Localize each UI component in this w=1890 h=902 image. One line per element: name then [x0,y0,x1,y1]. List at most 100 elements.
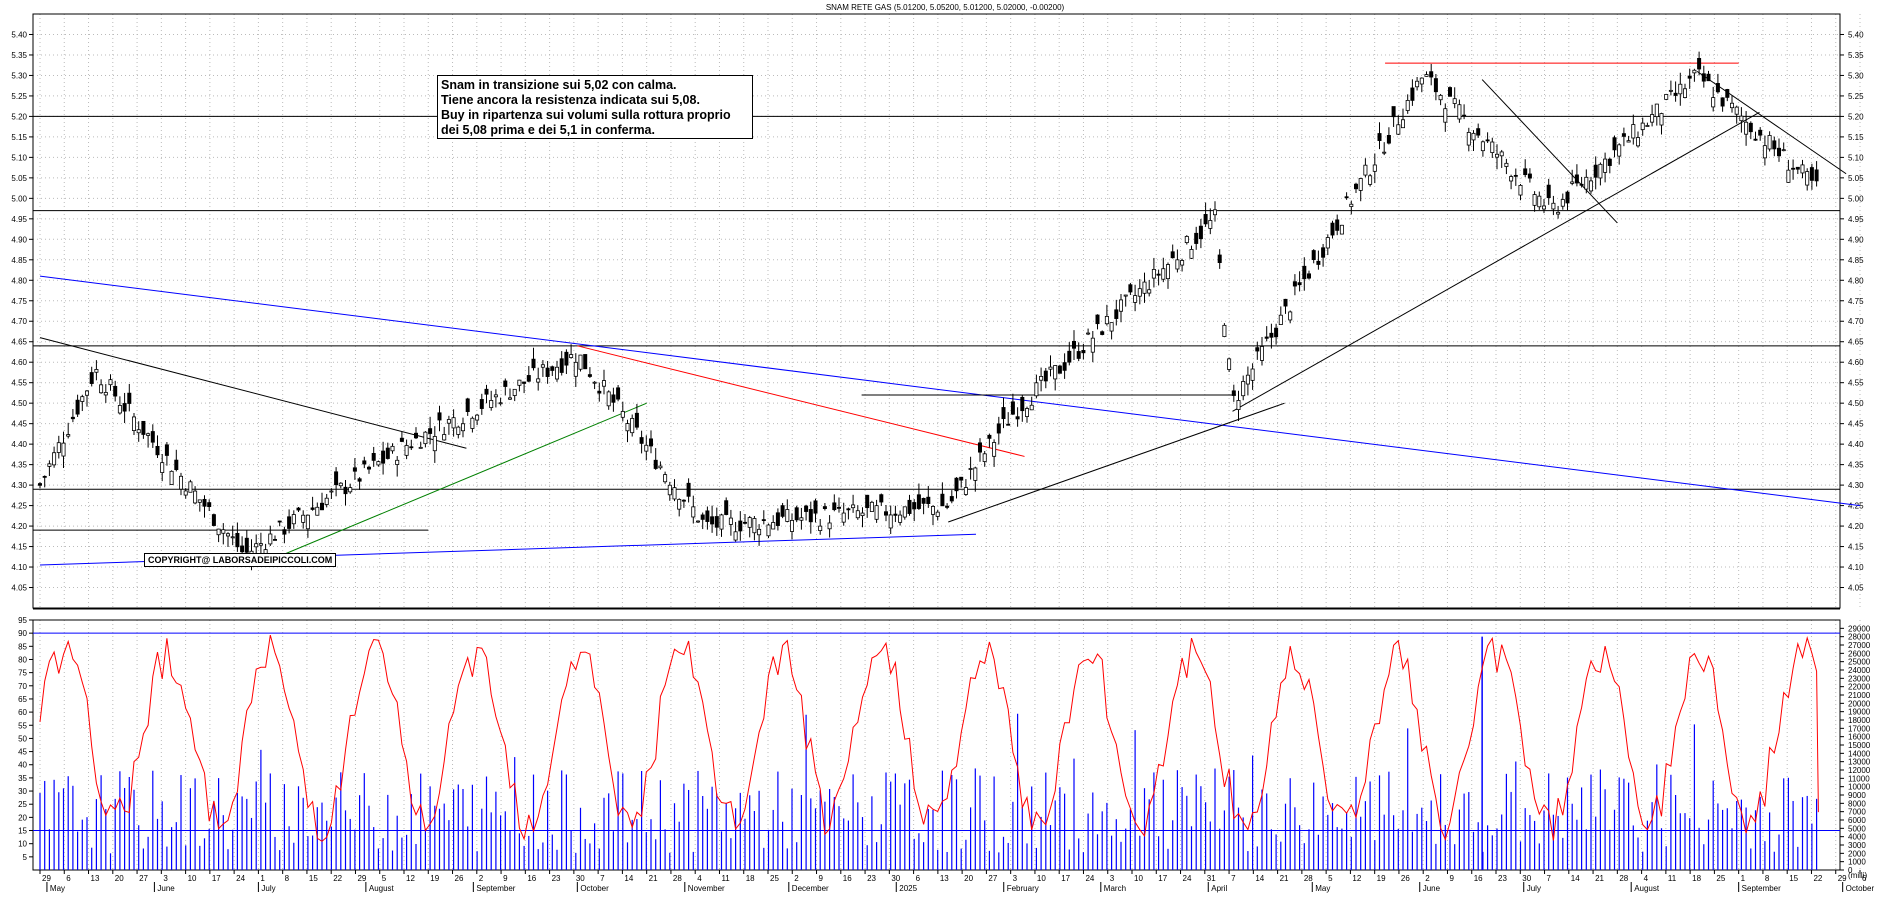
candle-up [1104,315,1109,325]
y-tick-label: 5.10 [11,153,27,162]
candle-up [667,484,672,496]
candle-up [1034,382,1039,397]
candle-down [1715,83,1720,93]
candle-up [606,391,611,407]
candle-up [1734,106,1739,115]
candle-down [366,466,371,470]
candle-down [127,392,132,404]
candle-up [691,506,696,518]
candle-up [1363,164,1368,176]
candle-up [1396,124,1401,135]
candle-up [1424,74,1429,77]
candle-up [1250,368,1255,381]
x-month-label: October [580,884,609,893]
candle-down [1621,133,1626,137]
y-tick-label: 5.05 [1848,174,1864,183]
x-day-label: 14 [1571,874,1580,883]
candle-up [376,461,381,466]
x-day-label: 20 [964,874,973,883]
candle-up [108,379,113,386]
y-tick-label: 4.95 [11,215,27,224]
candle-up [1039,375,1044,381]
note-line: dei 5,08 prima e dei 5,1 in conferma. [441,123,655,137]
x-day-label: 24 [236,874,245,883]
candle-up [1166,264,1171,280]
y-tick-label: 5.30 [11,71,27,80]
y-tick-label: 5.15 [1848,133,1864,142]
candle-down [287,516,292,529]
candle-down [1203,214,1208,225]
candle-down [479,399,484,409]
candle-up [1086,332,1091,335]
x-month-label: 2025 [899,884,917,893]
candle-down [1701,73,1706,82]
candle-up [475,414,480,421]
candle-up [592,381,597,384]
candle-up [1692,69,1697,74]
candle-up [1133,295,1138,303]
candle-up [1415,80,1420,88]
candle-up [931,506,936,515]
volume-tick-label: 20000 [1848,699,1871,708]
candle-up [470,417,475,429]
x-day-label: 1 [1741,874,1746,883]
y-tick-label: 5.00 [1848,194,1864,203]
candle-down [334,471,339,486]
candle-down [1283,298,1288,307]
candle-down [865,494,870,509]
candle-down [1391,106,1396,118]
candle-down [743,521,748,524]
candle-up [663,474,668,483]
osc-tick-label: 90 [18,629,27,638]
osc-tick-label: 65 [18,695,27,704]
candle-up [1640,122,1645,130]
candle-down [1100,331,1105,335]
osc-tick-label: 85 [18,642,27,651]
candle-down [155,445,160,456]
volume-tick-label: 27000 [1848,641,1871,650]
candle-up [1213,209,1218,216]
candle-down [174,459,179,471]
candle-down [832,502,837,511]
candle-up [1151,269,1156,279]
candle-up [677,499,682,510]
x-day-label: 28 [1619,874,1628,883]
candle-up [418,446,423,449]
candle-down [780,505,785,517]
candle-down [653,459,658,469]
x-day-label: 1 [260,874,265,883]
candle-up [771,522,776,530]
note-line: Snam in transizione sui 5,02 con calma. [441,78,677,92]
candle-down [940,493,945,507]
candle-down [38,483,43,486]
candle-down [503,380,508,387]
candle-down [1095,314,1100,325]
candle-up [1278,314,1283,325]
candle-down [1006,423,1011,426]
y-tick-label: 4.10 [1848,563,1864,572]
candle-down [1386,135,1391,144]
candle-up [573,361,578,377]
x-month-label: March [1104,884,1126,893]
candle-up [658,465,663,469]
copyright-label: COPYRIGHT@ LABORSADEIPICCOLI.COM [144,553,337,567]
candle-down [1076,351,1081,359]
candle-down [1777,147,1782,157]
candle-down [1043,370,1048,382]
candle-up [1382,151,1387,154]
volume-tick-label: 15000 [1848,741,1871,750]
candle-up [451,417,456,429]
candle-up [1631,124,1636,139]
x-month-label: April [1211,884,1227,893]
candle-down [1565,191,1570,204]
candle-up [99,384,104,394]
candle-down [611,394,616,403]
candle-up [61,442,66,457]
y-tick-label: 4.60 [11,358,27,367]
candle-up [1532,194,1537,206]
candle-up [1542,205,1547,210]
candle-up [1119,299,1124,312]
candle-up [578,354,583,370]
x-day-label: 21 [1595,874,1604,883]
candle-up [902,506,907,518]
